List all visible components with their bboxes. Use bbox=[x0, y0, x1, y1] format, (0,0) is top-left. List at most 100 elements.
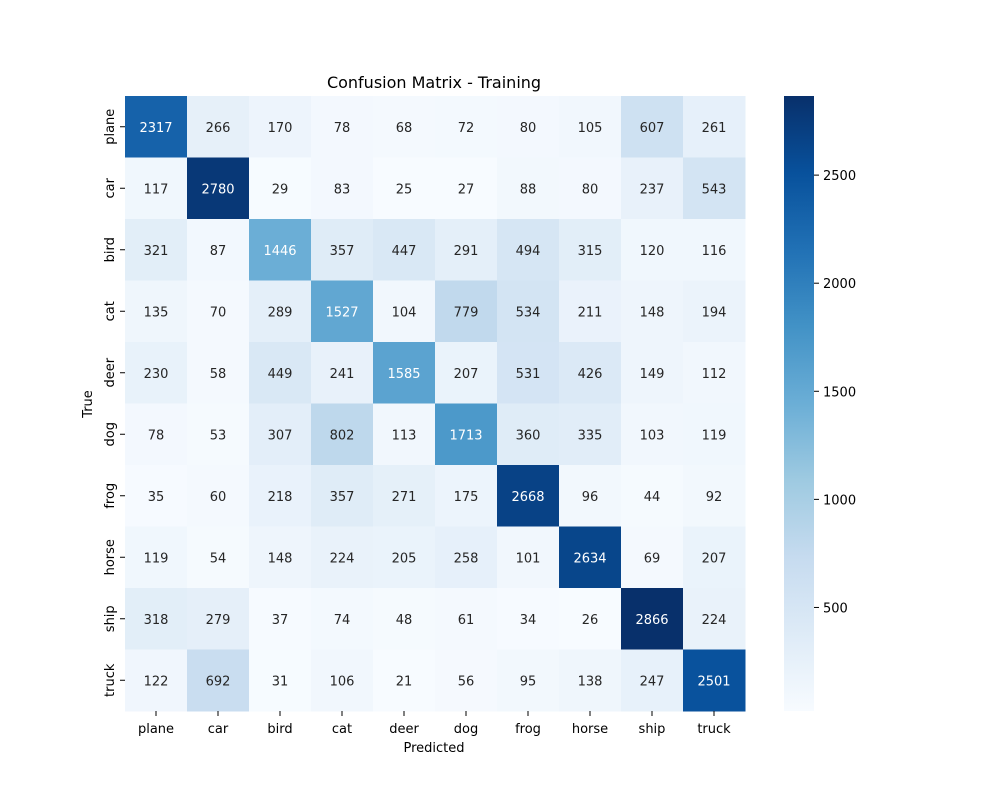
heatmap-cell bbox=[435, 157, 498, 220]
heatmap-cell bbox=[435, 465, 498, 527]
heatmap-cell bbox=[435, 403, 498, 466]
heatmap-cell bbox=[435, 588, 498, 650]
cell-value-label: 88 bbox=[520, 182, 537, 197]
heatmap-cell bbox=[621, 280, 684, 343]
heatmap-cell bbox=[311, 96, 374, 158]
cell-value-label: 21 bbox=[396, 674, 413, 689]
heatmap-cell bbox=[311, 465, 374, 527]
heatmap-cell bbox=[311, 526, 374, 589]
cell-value-label: 1446 bbox=[263, 244, 296, 259]
heatmap-cell bbox=[373, 280, 436, 343]
y-axis-label: True bbox=[81, 390, 96, 419]
heatmap-cell bbox=[621, 219, 684, 281]
cell-value-label: 74 bbox=[334, 613, 351, 628]
cell-value-label: 26 bbox=[582, 613, 599, 628]
cell-value-label: 149 bbox=[640, 367, 665, 382]
heatmap-cell bbox=[435, 649, 498, 712]
heatmap-cell bbox=[187, 588, 250, 650]
cell-value-label: 96 bbox=[582, 490, 599, 505]
cell-value-label: 692 bbox=[206, 674, 231, 689]
chart-title: Confusion Matrix - Training bbox=[327, 73, 541, 92]
cell-value-label: 44 bbox=[644, 490, 661, 505]
cell-value-label: 87 bbox=[210, 244, 227, 259]
x-tick-label: frog bbox=[515, 722, 541, 737]
cell-value-label: 54 bbox=[210, 551, 227, 566]
cell-value-label: 315 bbox=[578, 244, 603, 259]
heatmap-cell bbox=[683, 588, 746, 650]
colorbar-tick-label: 1500 bbox=[823, 385, 856, 400]
cell-value-label: 69 bbox=[644, 551, 661, 566]
cell-value-label: 68 bbox=[396, 121, 413, 136]
heatmap-cell bbox=[125, 96, 188, 158]
y-tick-label: cat bbox=[103, 301, 118, 321]
cell-value-label: 218 bbox=[268, 490, 293, 505]
cell-value-label: 261 bbox=[702, 121, 727, 136]
cell-value-label: 449 bbox=[268, 367, 293, 382]
heatmap-cell bbox=[311, 280, 374, 343]
cell-value-label: 148 bbox=[268, 551, 293, 566]
heatmap-cell bbox=[559, 403, 622, 466]
heatmap-cell bbox=[125, 588, 188, 650]
heatmap-cell bbox=[683, 219, 746, 281]
heatmap-cell bbox=[683, 157, 746, 220]
heatmap-cell bbox=[559, 465, 622, 527]
colorbar bbox=[784, 96, 814, 711]
heatmap-cell bbox=[373, 403, 436, 466]
heatmap-cell bbox=[311, 588, 374, 650]
heatmap-cell bbox=[125, 465, 188, 527]
heatmap-cell bbox=[497, 219, 560, 281]
heatmap-cell bbox=[373, 342, 436, 404]
heatmap-cell bbox=[435, 96, 498, 158]
heatmap-cell bbox=[621, 465, 684, 527]
heatmap-cell bbox=[435, 219, 498, 281]
heatmap-cell bbox=[249, 465, 312, 527]
cell-value-label: 80 bbox=[520, 121, 537, 136]
heatmap-cell bbox=[559, 526, 622, 589]
heatmap-cell bbox=[621, 403, 684, 466]
x-tick-label: horse bbox=[572, 722, 608, 737]
x-tick-label: dog bbox=[454, 722, 478, 737]
heatmap-cell bbox=[311, 342, 374, 404]
cell-value-label: 307 bbox=[268, 428, 293, 443]
cell-value-label: 92 bbox=[706, 490, 723, 505]
heatmap-cell bbox=[559, 649, 622, 712]
x-tick-label: cat bbox=[332, 722, 352, 737]
cell-value-label: 37 bbox=[272, 613, 289, 628]
cell-value-label: 241 bbox=[330, 367, 355, 382]
heatmap-cell bbox=[621, 96, 684, 158]
x-tick-label: ship bbox=[639, 722, 666, 737]
cell-value-label: 27 bbox=[458, 182, 475, 197]
heatmap-cell bbox=[559, 342, 622, 404]
heatmap-cell bbox=[249, 526, 312, 589]
cell-value-label: 72 bbox=[458, 121, 475, 136]
cell-value-label: 2866 bbox=[635, 613, 668, 628]
cell-value-label: 2317 bbox=[139, 121, 172, 136]
cell-value-label: 78 bbox=[334, 121, 351, 136]
heatmap-cell bbox=[373, 465, 436, 527]
cell-value-label: 61 bbox=[458, 613, 475, 628]
cell-value-label: 138 bbox=[578, 674, 603, 689]
cell-value-label: 543 bbox=[702, 182, 727, 197]
cell-value-label: 103 bbox=[640, 428, 665, 443]
cell-value-label: 271 bbox=[392, 490, 417, 505]
x-tick-label: deer bbox=[389, 722, 419, 737]
colorbar-tick-label: 2500 bbox=[823, 169, 856, 184]
heatmap-cell bbox=[559, 280, 622, 343]
cell-value-label: 60 bbox=[210, 490, 227, 505]
heatmap-cell bbox=[125, 342, 188, 404]
cell-value-label: 357 bbox=[330, 490, 355, 505]
heatmap-cell bbox=[187, 649, 250, 712]
heatmap-cell bbox=[125, 219, 188, 281]
y-tick-label: ship bbox=[103, 605, 118, 632]
heatmap-cell bbox=[683, 280, 746, 343]
heatmap-cell bbox=[249, 157, 312, 220]
y-axis-ticks: plane car bird cat deer dog frog horse ship truck bbox=[103, 109, 125, 697]
cell-value-label: 194 bbox=[702, 305, 727, 320]
cell-value-label: 224 bbox=[330, 551, 355, 566]
heatmap-cell bbox=[187, 219, 250, 281]
cell-value-label: 357 bbox=[330, 244, 355, 259]
heatmap-cell bbox=[497, 342, 560, 404]
heatmap-cell bbox=[125, 280, 188, 343]
